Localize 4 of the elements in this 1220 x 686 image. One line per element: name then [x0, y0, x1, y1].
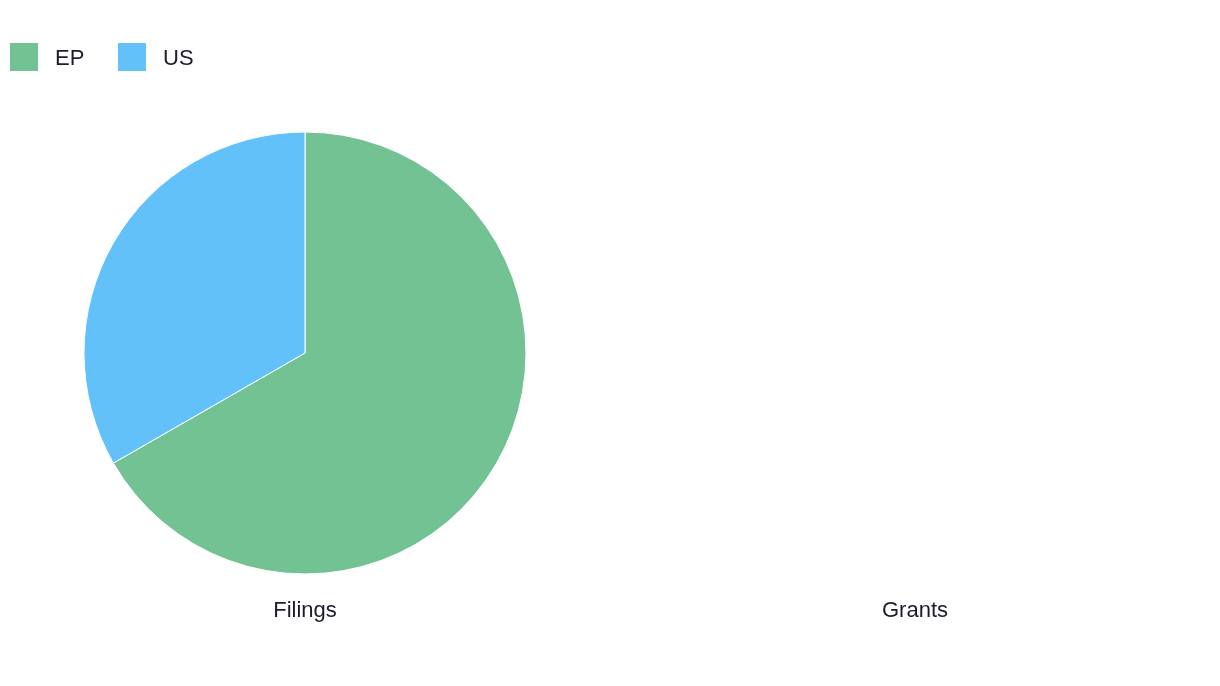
legend-label: US — [163, 45, 194, 70]
text: Grants — [881, 597, 949, 622]
text: Filings — [273, 597, 337, 622]
legend-label: EP — [55, 45, 85, 70]
